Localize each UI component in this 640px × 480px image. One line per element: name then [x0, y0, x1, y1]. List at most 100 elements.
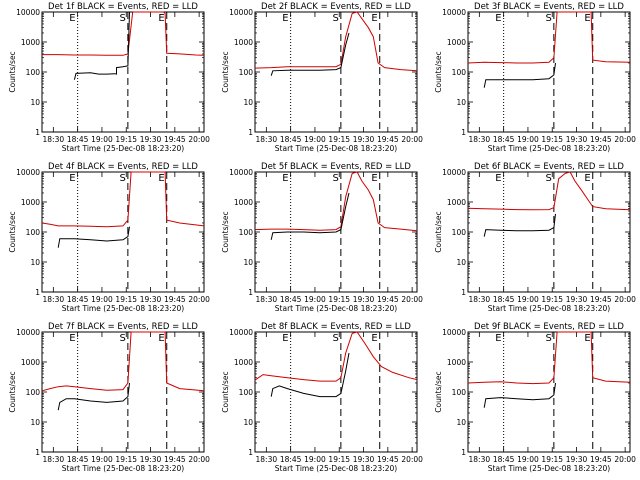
y-axis-label: Counts/sec — [434, 51, 443, 92]
marker-label: S — [333, 333, 339, 344]
x-tick-label: 19:45 — [377, 135, 399, 144]
x-tick-label: 20:00 — [614, 455, 636, 464]
x-tick-label: 19:45 — [590, 295, 612, 304]
y-tick-label: 1 — [35, 128, 40, 137]
x-tick-label: 18:30 — [469, 455, 491, 464]
y-tick-label: 10 — [456, 418, 466, 427]
y-tick-label: 1000 — [21, 38, 40, 47]
y-tick-label: 1000 — [234, 358, 253, 367]
y-tick-label: 10000 — [229, 328, 253, 337]
x-tick-label: 19:30 — [140, 295, 162, 304]
x-tick-label: 19:15 — [541, 295, 563, 304]
y-tick-label: 10000 — [229, 8, 253, 17]
y-tick-label: 100 — [239, 228, 254, 237]
x-tick-label: 19:00 — [304, 135, 326, 144]
x-tick-label: 19:15 — [328, 135, 350, 144]
y-tick-label: 1000 — [21, 358, 40, 367]
x-tick-label: 19:00 — [304, 295, 326, 304]
events-series-line — [270, 352, 350, 398]
marker-label: E — [282, 13, 288, 24]
x-axis-label: Start Time (25-Dec-08 18:23:20) — [275, 304, 397, 313]
lld-series-line — [41, 331, 205, 392]
marker-label: S — [120, 173, 126, 184]
marker-label: S — [333, 173, 339, 184]
y-tick-label: 1 — [35, 288, 40, 297]
lld-series-line — [467, 11, 631, 64]
panel-det-2f: Det 2f BLACK = Events, RED = LLD 1 10 100 10… — [221, 2, 423, 153]
y-tick-label: 1000 — [234, 198, 253, 207]
events-series-line — [483, 62, 556, 88]
plot-frame — [467, 171, 631, 293]
y-tick-label: 1000 — [21, 198, 40, 207]
x-axis-label: Start Time (25-Dec-08 18:23:20) — [488, 464, 610, 473]
y-tick-label: 10 — [456, 98, 466, 107]
y-axis-label: Counts/sec — [221, 51, 230, 92]
x-tick-label: 19:15 — [115, 295, 137, 304]
y-tick-label: 10 — [243, 98, 253, 107]
panel-det-4f: Det 4f BLACK = Events, RED = LLD 1 10 100 10… — [8, 162, 210, 313]
x-tick-label: 19:30 — [566, 135, 588, 144]
x-tick-label: 19:00 — [91, 295, 113, 304]
y-tick-label: 100 — [452, 228, 467, 237]
x-tick-label: 19:30 — [566, 295, 588, 304]
panel-det-6f: Det 6f BLACK = Events, RED = LLD 1 10 100 10… — [434, 162, 636, 313]
y-axis-label: Counts/sec — [221, 211, 230, 252]
x-tick-label: 20:00 — [188, 455, 210, 464]
plot-frame — [467, 11, 631, 133]
y-tick-label: 10 — [456, 258, 466, 267]
x-tick-label: 20:00 — [188, 295, 210, 304]
x-axis-label: Start Time (25-Dec-08 18:23:20) — [275, 144, 397, 153]
events-series-line — [73, 11, 133, 80]
marker-label: E — [495, 173, 501, 184]
x-tick-label: 19:30 — [140, 135, 162, 144]
y-tick-label: 100 — [26, 68, 41, 77]
y-tick-label: 10000 — [442, 8, 466, 17]
panel-title: Det 5f BLACK = Events, RED = LLD — [261, 162, 411, 172]
plot-frame — [467, 331, 631, 453]
marker-label: S — [120, 333, 126, 344]
marker-label: E — [158, 333, 164, 344]
x-tick-label: 19:45 — [164, 455, 186, 464]
x-axis-label: Start Time (25-Dec-08 18:23:20) — [62, 304, 184, 313]
y-tick-label: 1000 — [234, 38, 253, 47]
x-tick-label: 19:45 — [590, 455, 612, 464]
x-axis-label: Start Time (25-Dec-08 18:23:20) — [488, 144, 610, 153]
marker-label: E — [69, 173, 75, 184]
y-tick-label: 10000 — [16, 8, 40, 17]
x-tick-label: 18:45 — [280, 135, 302, 144]
y-axis-label: Counts/sec — [8, 211, 17, 252]
marker-label: E — [282, 333, 288, 344]
lld-series-line — [254, 11, 418, 72]
y-tick-label: 1 — [248, 128, 253, 137]
x-tick-label: 19:15 — [115, 455, 137, 464]
x-tick-label: 19:30 — [566, 455, 588, 464]
plot-frame — [254, 11, 418, 133]
x-tick-label: 18:30 — [469, 135, 491, 144]
x-tick-label: 18:45 — [493, 135, 515, 144]
events-series-line — [483, 213, 556, 237]
x-tick-label: 18:30 — [43, 455, 65, 464]
y-tick-label: 1000 — [447, 198, 466, 207]
x-tick-label: 20:00 — [401, 295, 423, 304]
x-tick-label: 18:30 — [256, 455, 278, 464]
panel-det-5f: Det 5f BLACK = Events, RED = LLD 1 10 100 10… — [221, 162, 423, 313]
y-tick-label: 1000 — [447, 358, 466, 367]
y-tick-label: 10000 — [16, 168, 40, 177]
panel-title: Det 1f BLACK = Events, RED = LLD — [48, 2, 198, 12]
x-tick-label: 18:30 — [43, 295, 65, 304]
x-tick-label: 18:45 — [493, 295, 515, 304]
y-axis-label: Counts/sec — [221, 371, 230, 412]
x-tick-label: 18:45 — [493, 455, 515, 464]
lld-series-line — [41, 171, 205, 228]
lld-series-line — [254, 171, 418, 232]
y-axis-label: Counts/sec — [8, 371, 17, 412]
y-tick-label: 10 — [30, 418, 40, 427]
panel-title: Det 6f BLACK = Events, RED = LLD — [474, 162, 624, 172]
panel-title: Det 2f BLACK = Events, RED = LLD — [261, 2, 411, 12]
marker-label: E — [69, 333, 75, 344]
y-tick-label: 1000 — [447, 38, 466, 47]
panel-det-3f: Det 3f BLACK = Events, RED = LLD 1 10 100 10… — [434, 2, 636, 153]
marker-label: E — [158, 173, 164, 184]
x-axis-label: Start Time (25-Dec-08 18:23:20) — [62, 144, 184, 153]
